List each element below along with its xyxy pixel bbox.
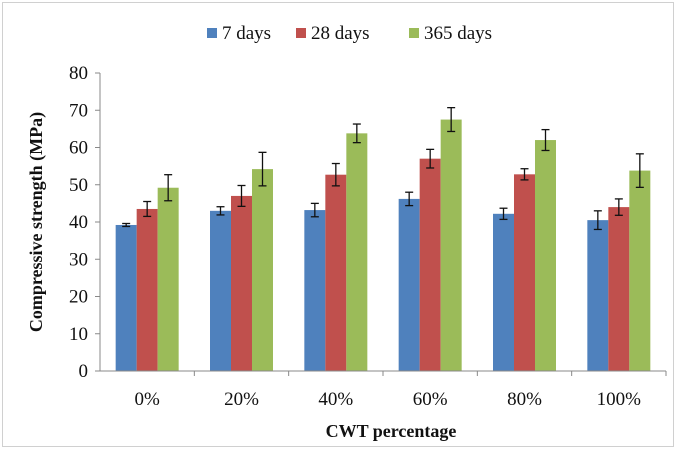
y-tick-label: 0 [79,361,89,382]
legend: 7 days 28 days 365 days [207,23,492,44]
x-tick-label: 60% [413,389,448,410]
x-tick-label: 20% [224,389,259,410]
bar [210,210,231,371]
x-axis-labels: 0% 20% 40% 60% 80% 100% [135,371,667,410]
bar [115,224,137,371]
y-axis-ticks: 0 10 20 30 40 50 60 70 80 [69,63,100,382]
y-tick-label: 10 [69,324,88,345]
legend-label: 365 days [424,23,492,44]
y-tick-label: 50 [69,175,88,196]
y-tick-label: 60 [69,138,88,159]
x-tick-label: 80% [507,389,542,410]
bar [629,170,651,371]
legend-label: 7 days [222,23,271,44]
y-tick-label: 70 [69,100,88,121]
y-tick-label: 40 [69,212,88,233]
bar [136,208,158,371]
bars [115,106,651,371]
bar [514,174,535,371]
x-tick-label: 100% [597,389,642,410]
bar [252,169,273,371]
bar [231,195,252,371]
x-tick-label: 0% [135,389,161,410]
bar [493,213,514,371]
bar [535,140,556,371]
bar [440,119,462,371]
bar [608,207,630,371]
x-axis-title: CWT percentage [326,421,457,441]
legend-label: 28 days [311,23,370,44]
bar [157,187,179,371]
bar [587,220,609,371]
bar [304,210,326,371]
y-tick-label: 80 [69,63,88,84]
bar [346,133,368,371]
y-axis-title: Compressive strength (MPa) [26,112,47,332]
x-tick-label: 40% [318,389,353,410]
bar [325,174,347,371]
legend-swatch [296,28,306,38]
y-tick-label: 20 [69,287,88,308]
bar [419,158,441,371]
bar [398,198,420,371]
y-tick-label: 30 [69,249,88,270]
legend-swatch [207,28,217,38]
legend-swatch [409,28,419,38]
